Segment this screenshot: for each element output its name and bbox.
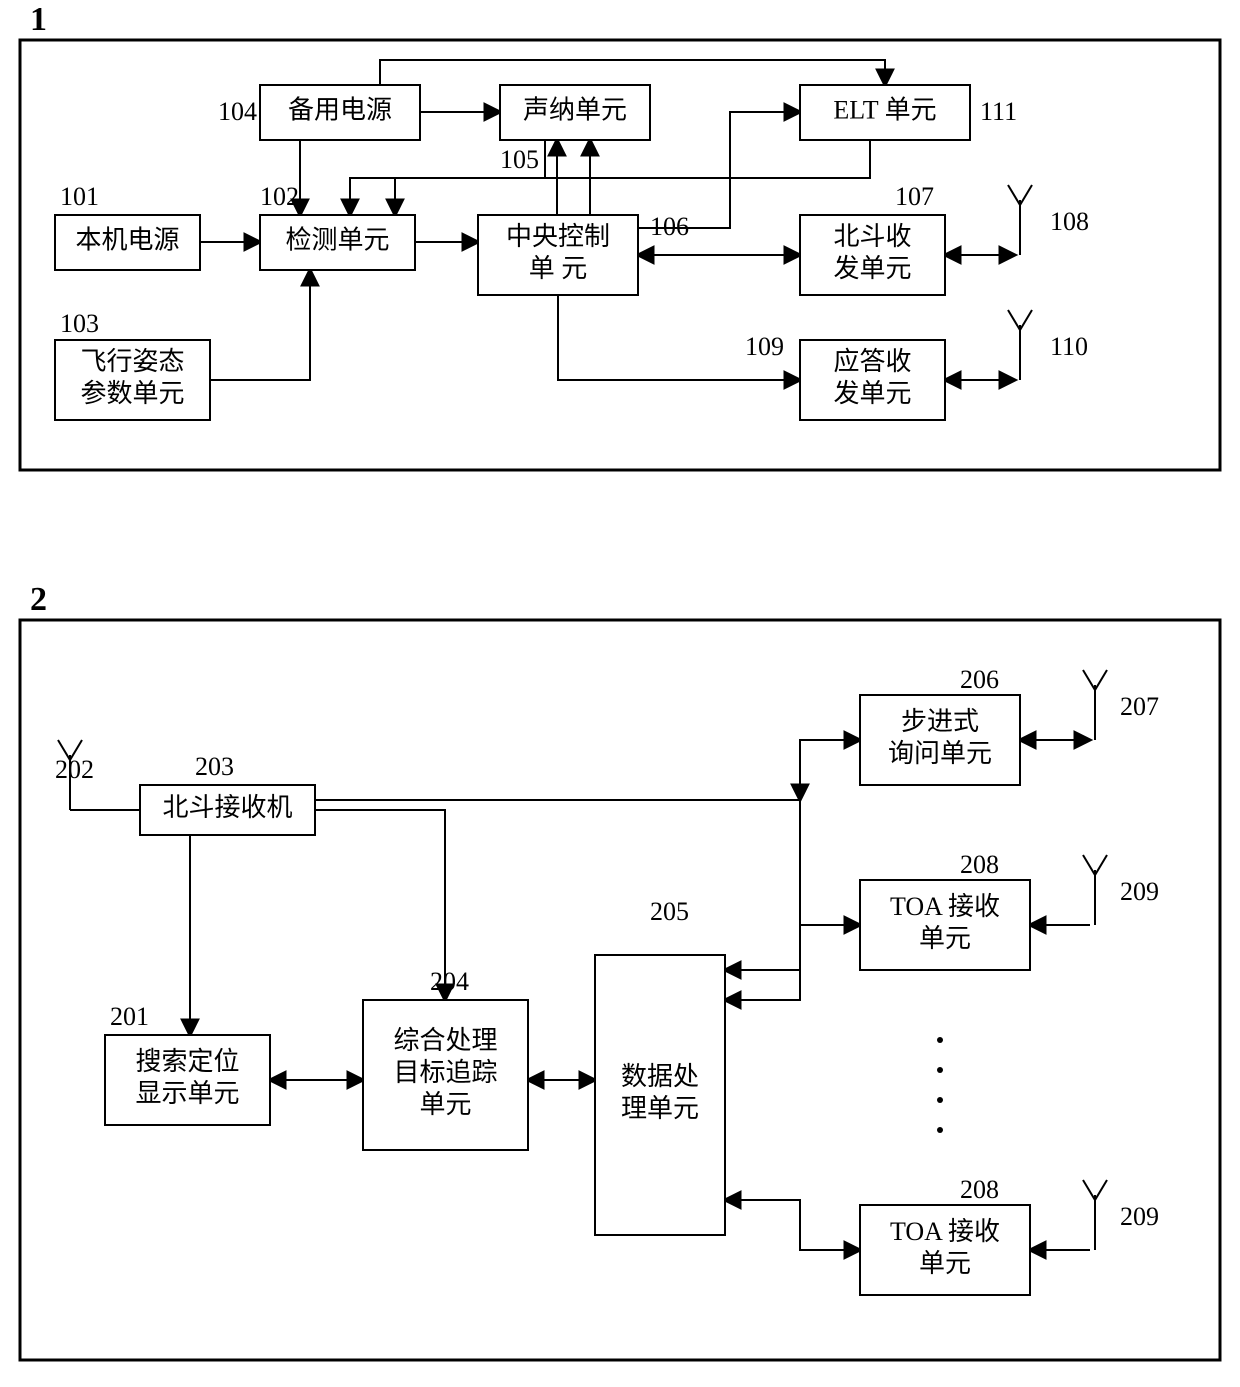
block-label: 目标追踪 <box>393 1058 497 1087</box>
connector <box>380 60 885 85</box>
block-number: 106 <box>650 212 689 241</box>
figure-title: 2 <box>30 581 47 618</box>
block-number: 208 <box>960 850 999 879</box>
block-number: 204 <box>430 967 469 996</box>
block-label: ELT 单元 <box>833 95 936 124</box>
block-label: 步进式 <box>901 707 979 736</box>
block-label: 中央控制 <box>506 222 610 251</box>
ellipsis-dot <box>937 1127 943 1133</box>
figure-1: 1 本机电源 101 检测单元 102 飞行姿态参数单元 103 备用电源 104 声纳单元 105… <box>20 1 1220 470</box>
block-number: 208 <box>960 1175 999 1204</box>
block-label: 检测单元 <box>285 225 389 254</box>
connector <box>638 112 800 228</box>
connector <box>210 270 310 380</box>
block-label: 声纳单元 <box>523 95 627 124</box>
block-number: 111 <box>980 97 1017 126</box>
block-label: 询问单元 <box>888 739 992 768</box>
block-number: 201 <box>110 1002 149 1031</box>
figure-2: 2搜索定位显示单元201北斗接收机203综合处理目标追踪单元204数据处理单元2… <box>20 581 1220 1360</box>
antenna-number: 202 <box>55 755 94 784</box>
block-label: 本机电源 <box>75 225 179 254</box>
ellipsis-dot <box>937 1067 943 1073</box>
connector <box>315 810 445 1000</box>
block-number: 205 <box>650 897 689 926</box>
block-label: 应答收 <box>833 347 911 376</box>
block-label: 显示单元 <box>135 1079 239 1108</box>
block-label: 单 元 <box>529 254 588 283</box>
antenna-number: 110 <box>1050 332 1088 361</box>
block-label: TOA 接收 <box>890 892 1000 921</box>
block-label: 综合处理 <box>393 1026 497 1055</box>
block-number: 102 <box>260 182 299 211</box>
block-number: 203 <box>195 752 234 781</box>
block-number: 105 <box>500 145 539 174</box>
block-label: 单元 <box>419 1090 471 1119</box>
block-label: 北斗接收机 <box>162 793 292 822</box>
block-number: 101 <box>60 182 99 211</box>
connector <box>395 140 870 215</box>
ellipsis-dot <box>937 1037 943 1043</box>
block-number: 109 <box>745 332 784 361</box>
block-label: 参数单元 <box>80 379 184 408</box>
connector <box>725 1200 860 1250</box>
block-label: 单元 <box>919 924 971 953</box>
block-label: 北斗收 <box>833 222 911 251</box>
antenna-number: 209 <box>1120 877 1159 906</box>
connector <box>315 800 800 970</box>
block-number: 107 <box>895 182 934 211</box>
block-label: 发单元 <box>833 254 911 283</box>
block-label: 单元 <box>919 1249 971 1278</box>
block-label: 发单元 <box>833 379 911 408</box>
antenna-number: 207 <box>1120 692 1159 721</box>
connector <box>725 925 860 1000</box>
figure-title: 1 <box>30 1 47 38</box>
block-label: TOA 接收 <box>890 1217 1000 1246</box>
block-number: 206 <box>960 665 999 694</box>
antenna-number: 209 <box>1120 1202 1159 1231</box>
block-number: 103 <box>60 309 99 338</box>
block-label: 备用电源 <box>288 95 392 124</box>
block-number: 104 <box>218 97 257 126</box>
connector <box>800 740 860 800</box>
block-label: 数据处 <box>621 1062 699 1091</box>
ellipsis-dot <box>937 1097 943 1103</box>
antenna-number: 108 <box>1050 207 1089 236</box>
block-label: 搜索定位 <box>135 1047 239 1076</box>
block-label: 理单元 <box>621 1094 699 1123</box>
block-label: 飞行姿态 <box>80 347 184 376</box>
